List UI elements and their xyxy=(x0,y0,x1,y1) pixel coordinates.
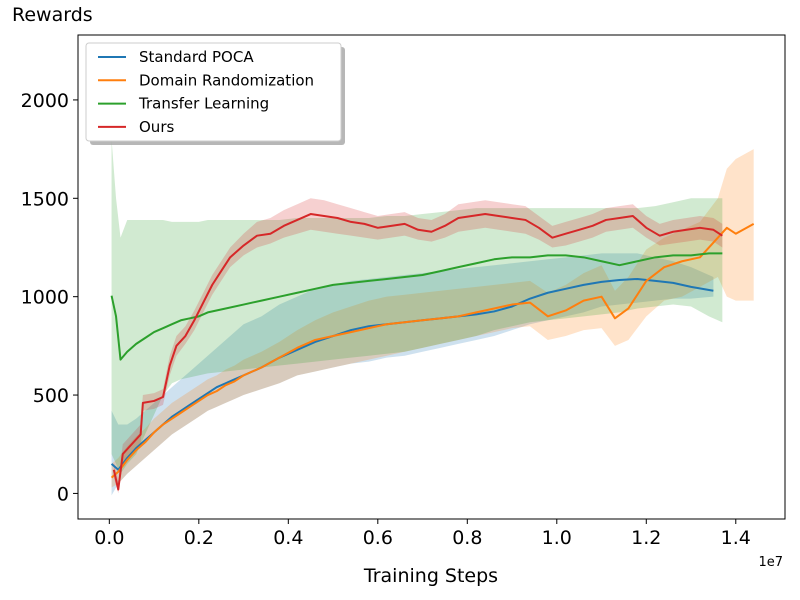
line-ours xyxy=(112,213,723,491)
x-tick-label: 1.0 xyxy=(542,527,572,549)
y-axis-ticks: 0 500 1000 1500 2000 xyxy=(21,90,78,505)
line-domain-randomization xyxy=(110,223,755,479)
y-tick-label: 2000 xyxy=(21,90,69,112)
y-axis-label: Rewards xyxy=(12,4,93,26)
legend-box xyxy=(85,42,342,142)
x-tick-label: 0.6 xyxy=(363,527,393,549)
x-tick-label: 0.0 xyxy=(94,527,124,549)
x-tick-label: 0.8 xyxy=(452,527,482,549)
x-tick-label: 1.2 xyxy=(631,527,661,549)
x-axis-offset-label: 1e7 xyxy=(758,555,783,570)
x-tick-label: 0.2 xyxy=(184,527,214,549)
x-axis-ticks: 0.0 0.2 0.4 0.6 0.8 1.0 1.2 1.4 xyxy=(94,519,751,549)
line-transfer-learning xyxy=(110,252,723,361)
series-lines xyxy=(110,213,755,491)
x-tick-label: 0.4 xyxy=(273,527,303,549)
legend-label-transfer-learning: Transfer Learning xyxy=(138,95,269,113)
legend-label-standard-poca: Standard POCA xyxy=(139,48,254,66)
plot-frame xyxy=(77,34,786,520)
y-tick-label: 1000 xyxy=(21,287,69,309)
band-ours xyxy=(113,198,723,494)
y-tick-label: 0 xyxy=(57,483,69,505)
y-tick-label: 500 xyxy=(33,385,69,407)
x-axis-label: Training Steps xyxy=(363,565,498,587)
legend-label-domain-randomization: Domain Randomization xyxy=(139,71,314,89)
band-transfer-learning xyxy=(111,139,723,474)
legend-label-ours: Ours xyxy=(139,118,174,136)
x-tick-label: 1.4 xyxy=(721,527,751,549)
legend: Standard POCA Domain Randomization Transfe… xyxy=(85,42,345,145)
y-tick-label: 1500 xyxy=(21,188,69,210)
band-standard-poca xyxy=(111,253,714,496)
